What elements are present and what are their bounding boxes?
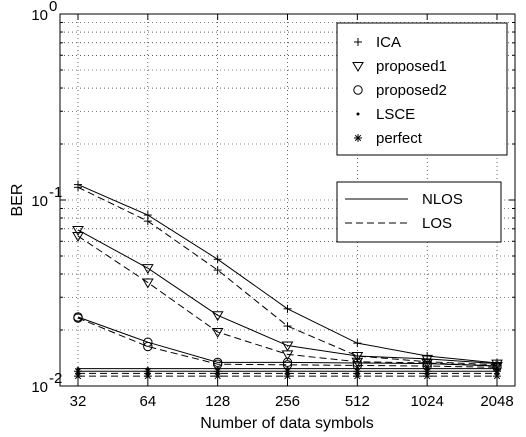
marker-stroke xyxy=(423,372,431,380)
marker-stroke xyxy=(354,372,361,380)
legend-label: ICA xyxy=(376,34,401,51)
marker-stroke xyxy=(214,372,221,380)
series-layer xyxy=(72,180,503,381)
x-tick-label: 128 xyxy=(205,393,230,410)
marker-triangle xyxy=(211,328,224,339)
marker-asterisk xyxy=(283,372,292,381)
marker-asterisk xyxy=(354,134,362,142)
legend-label: proposed1 xyxy=(376,58,447,75)
legend-box xyxy=(336,181,502,243)
legend-lines: NLOS LOS xyxy=(336,181,502,243)
series-line xyxy=(77,235,498,367)
marker-triangle xyxy=(211,311,224,322)
marker-plus xyxy=(143,217,152,226)
marker-plus xyxy=(283,304,292,313)
y-tick-label: 10 xyxy=(31,7,48,24)
marker-stroke xyxy=(493,368,501,375)
legend-label: LSCE xyxy=(376,106,415,123)
marker-circle xyxy=(353,85,363,95)
marker-stroke xyxy=(493,372,501,380)
marker-circle xyxy=(282,357,293,368)
y-tick-exponent: -2 xyxy=(49,370,62,387)
marker-asterisk xyxy=(74,372,82,381)
marker-triangle xyxy=(281,341,294,352)
marker-asterisk xyxy=(353,372,362,381)
marker-stroke xyxy=(284,368,291,375)
legend-label: LOS xyxy=(422,215,452,232)
marker-dot xyxy=(356,112,360,116)
marker-circle xyxy=(73,313,83,323)
series-line xyxy=(77,229,498,365)
marker-stroke xyxy=(144,368,152,375)
series-ICA-NLOS xyxy=(74,180,501,367)
marker-plus xyxy=(283,322,292,331)
marker-stroke xyxy=(354,134,362,142)
marker-stroke xyxy=(74,368,82,375)
marker-triangle xyxy=(72,232,84,243)
legend-label: proposed2 xyxy=(376,82,447,99)
marker-asterisk xyxy=(143,372,152,381)
x-tick-label: 512 xyxy=(345,393,370,410)
marker-triangle xyxy=(281,350,294,361)
marker-stroke xyxy=(74,372,82,380)
marker-asterisk xyxy=(213,372,222,381)
marker-triangle xyxy=(72,225,84,236)
series-line xyxy=(77,317,498,368)
marker-plus xyxy=(213,255,222,264)
marker-triangle xyxy=(491,359,503,370)
marker-triangle xyxy=(141,264,154,275)
marker-stroke xyxy=(354,368,361,375)
series-perfect-LOS xyxy=(74,372,501,381)
marker-plus xyxy=(354,38,362,46)
marker-plus xyxy=(74,183,82,192)
y-tick-exponent: -1 xyxy=(49,184,62,201)
marker-asterisk xyxy=(493,372,501,381)
marker-circle xyxy=(143,337,153,347)
y-tick-label: 10 xyxy=(31,193,48,210)
marker-circle xyxy=(143,341,153,352)
legend-label: NLOS xyxy=(422,191,463,208)
x-tick-label: 64 xyxy=(139,393,156,410)
marker-stroke xyxy=(423,368,431,375)
legend-box xyxy=(336,22,508,156)
marker-triangle xyxy=(141,278,154,289)
x-tick-label: 2048 xyxy=(480,393,513,410)
marker-stroke xyxy=(214,368,221,375)
marker-triangle xyxy=(352,62,364,72)
series-perfect-NLOS xyxy=(74,367,501,376)
x-tick-label: 32 xyxy=(70,393,87,410)
marker-stroke xyxy=(284,372,291,380)
marker-plus xyxy=(213,266,222,275)
marker-asterisk xyxy=(423,372,432,381)
marker-triangle xyxy=(351,351,364,362)
x-tick-label: 1024 xyxy=(410,393,443,410)
y-axis-label: BER xyxy=(9,184,26,217)
series-proposed1-NLOS xyxy=(72,225,503,370)
marker-plus xyxy=(353,339,362,348)
legend-label: perfect xyxy=(376,130,423,147)
legend-markers: ICA proposed1 proposed2 LSCE perfect xyxy=(336,22,508,156)
y-tick-exponent: 0 xyxy=(49,0,57,15)
marker-stroke xyxy=(144,372,152,380)
x-axis-label: Number of data symbols xyxy=(200,415,373,432)
y-tick-label: 10 xyxy=(31,379,48,396)
x-tick-label: 256 xyxy=(275,393,300,410)
